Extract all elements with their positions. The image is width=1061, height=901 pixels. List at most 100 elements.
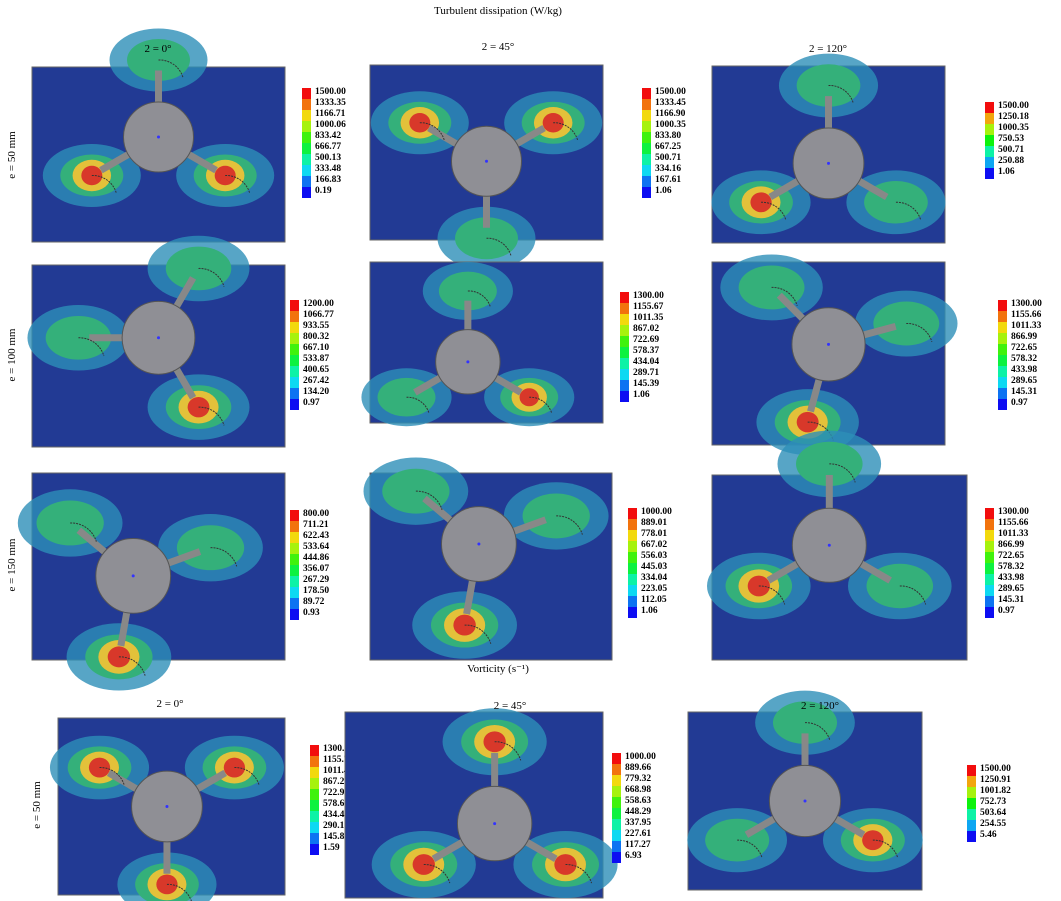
colorbar-segment <box>310 756 319 767</box>
legend-label: 1300.00 <box>633 291 664 301</box>
legend-label: 289.65 <box>1011 376 1037 386</box>
legend-label: 866.99 <box>998 540 1024 550</box>
column-header: 2 = 0° <box>156 698 183 710</box>
colorbar-segment <box>985 102 994 113</box>
legend-label: 1500.00 <box>998 101 1029 111</box>
colorbar-segment <box>290 399 299 410</box>
legend-label: 500.71 <box>998 145 1024 155</box>
rotor-center <box>827 543 831 547</box>
row-label: e = 100 mm <box>6 328 18 381</box>
blade <box>834 815 866 838</box>
colorbar-segment <box>290 554 299 565</box>
colorbar-segment <box>967 787 976 798</box>
legend-label: 1000.06 <box>315 120 346 130</box>
legend-label: 752.73 <box>980 797 1006 807</box>
colorbar-segment <box>290 565 299 576</box>
rotor-center <box>827 342 830 346</box>
colorbar-segment <box>290 366 299 377</box>
colorbar-segment <box>290 344 299 355</box>
legend-label: 1300.00 <box>1011 299 1042 309</box>
blade <box>117 612 131 647</box>
colorbar-segment <box>612 764 621 775</box>
legend-label: 800.00 <box>303 509 329 519</box>
legend-label: 667.25 <box>655 142 681 152</box>
legend-label: 444.86 <box>303 553 329 563</box>
legend-label: 434.04 <box>633 357 659 367</box>
legend-label: 89.72 <box>303 597 325 607</box>
colorbar-segment <box>985 596 994 607</box>
figure-title: Turbulent dissipation (W/kg) <box>434 5 562 17</box>
colorbar-segment <box>290 322 299 333</box>
blade <box>768 178 800 201</box>
colorbar-segment <box>290 576 299 587</box>
legend-label: 666.77 <box>315 142 341 152</box>
legend-label: 0.19 <box>315 186 332 196</box>
colorbar-segment <box>302 176 311 187</box>
legend-label: 0.97 <box>303 398 320 408</box>
blade-arc <box>556 515 583 535</box>
legend-label: 1333.45 <box>655 98 686 108</box>
blade <box>776 292 806 321</box>
blade-arc <box>99 767 125 786</box>
rotor-center <box>466 360 470 364</box>
blade-arc <box>91 174 117 194</box>
colorbar-segment <box>985 508 994 519</box>
legend-label: 334.16 <box>655 164 681 174</box>
legend-label: 1250.18 <box>998 112 1029 122</box>
colorbar-segment <box>290 587 299 598</box>
colorbar-segment <box>985 585 994 596</box>
colorbar-segment <box>998 377 1007 388</box>
colorbar-segment <box>985 530 994 541</box>
legend-label: 167.61 <box>655 175 681 185</box>
colorbar-segment <box>967 820 976 831</box>
legend-label: 1500.00 <box>980 764 1011 774</box>
legend-label: 0.97 <box>998 606 1015 616</box>
colorbar-segment <box>290 532 299 543</box>
colorbar-segment <box>998 344 1007 355</box>
colorbar-segment <box>620 347 629 358</box>
blade <box>173 276 197 309</box>
blade-arc <box>494 741 522 761</box>
blade <box>859 560 892 584</box>
legend-label: 867.02 <box>633 324 659 334</box>
legend-label: 1300.00 <box>998 507 1029 517</box>
blade <box>463 580 476 615</box>
legend-label: 1155.66 <box>1011 310 1042 320</box>
blade-arc <box>166 883 192 901</box>
legend-label: 558.63 <box>625 796 651 806</box>
colorbar-segment <box>612 819 621 830</box>
colorbar-segment <box>998 355 1007 366</box>
legend-label: 1300.0 <box>323 744 349 754</box>
row-label: e = 150 mm <box>6 538 18 591</box>
column-header: 2 = 45° <box>482 41 515 53</box>
colorbar-segment <box>985 607 994 618</box>
legend-label: 866.99 <box>1011 332 1037 342</box>
legend-label: 1066.77 <box>303 310 334 320</box>
colorbar-segment <box>967 798 976 809</box>
legend-label: 289.71 <box>633 368 659 378</box>
legend-label: 889.66 <box>625 763 651 773</box>
colorbar-segment <box>310 800 319 811</box>
legend-label: 1.06 <box>641 606 658 616</box>
colorbar-segment <box>310 767 319 778</box>
legend-label: 889.01 <box>641 518 667 528</box>
colorbar-segment <box>290 598 299 609</box>
legend-label: 445.03 <box>641 562 667 572</box>
colorbar-segment <box>290 609 299 620</box>
colorbar-segment <box>628 596 637 607</box>
legend-label: 722.93 <box>323 788 349 798</box>
colorbar-segment <box>620 292 629 303</box>
colorbar-segment <box>628 552 637 563</box>
column-header: 2 = 0° <box>144 43 171 55</box>
legend-label: 289.65 <box>998 584 1024 594</box>
colorbar-segment <box>290 377 299 388</box>
colorbar-segment <box>985 135 994 146</box>
colorbar-segment <box>642 187 651 198</box>
blade-arc <box>758 585 786 605</box>
colorbar-segment <box>290 311 299 322</box>
legend-label: 533.87 <box>303 354 329 364</box>
column-header: 2 = 120° <box>801 700 839 712</box>
blade-arc <box>423 864 451 884</box>
legend-label: 1001.82 <box>980 786 1011 796</box>
colorbar-segment <box>642 165 651 176</box>
